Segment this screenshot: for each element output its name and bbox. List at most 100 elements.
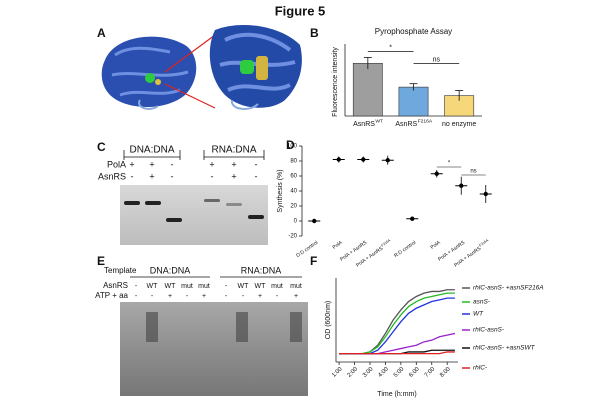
x-tick-label: 1:00	[331, 366, 344, 379]
lane-mark: -	[186, 293, 189, 300]
row-label: AsnRS	[98, 171, 126, 181]
x-tick-label: 6:00	[408, 366, 421, 379]
legend-label: rhlC-asnS- +asnSWT	[473, 345, 536, 352]
x-tick-label: 7:00	[424, 366, 437, 379]
lane-mark: mut	[198, 283, 210, 290]
y-tick-label: 20	[290, 204, 297, 210]
figure-title: Figure 5	[275, 3, 326, 18]
x-tick-label: AsnRS	[353, 121, 375, 128]
lane-mark: -	[211, 171, 214, 181]
x-axis-label: Time (h:mm)	[377, 391, 416, 398]
row-label: AsnRS	[103, 281, 128, 290]
y-tick-label: -20	[288, 234, 297, 240]
panel-label: C	[97, 140, 106, 154]
lane-mark: mut	[181, 283, 193, 290]
gel-bands	[146, 312, 302, 342]
y-axis-label: Fluorescence intensity	[332, 47, 339, 117]
mean-dot	[385, 158, 390, 163]
mean-dot	[434, 171, 439, 176]
chart-title: Pyrophosphate Assay	[375, 27, 452, 36]
mean-dot	[336, 157, 341, 162]
lane-mark: -	[151, 293, 154, 300]
lane-mark: +	[149, 159, 154, 169]
lane-mark: WT	[147, 283, 159, 290]
lane-mark: mut	[290, 283, 302, 290]
bar	[398, 86, 429, 117]
lane-mark: +	[202, 293, 206, 300]
row-label: Template	[104, 266, 137, 275]
x-tick-label: PolA	[332, 239, 345, 250]
x-tick-label: PolA	[430, 239, 443, 250]
lane-mark: +	[129, 159, 134, 169]
x-tick-label: 3:00	[362, 366, 375, 379]
gel-image	[120, 185, 268, 245]
gel-bands	[124, 199, 264, 222]
series-line	[339, 297, 455, 355]
x-tick-label: no enzyme	[442, 121, 476, 128]
lane-mark: -	[276, 293, 279, 300]
group-label: DNA:DNA	[150, 265, 191, 275]
group-label: RNA:DNA	[241, 265, 282, 275]
x-tick-label-superscript: F216A	[418, 118, 433, 124]
bar	[352, 62, 383, 117]
lane-mark: -	[225, 283, 228, 290]
legend-label: rhlC-asnS- +asnSF216A	[473, 285, 544, 292]
lane-mark: WT	[165, 283, 177, 290]
y-tick-label: 100	[287, 144, 298, 150]
x-tick-label-group: R:D control	[393, 240, 417, 259]
legend-label: WT	[473, 311, 484, 318]
group-label: RNA:DNA	[211, 145, 256, 156]
lane-mark: mut	[271, 283, 283, 290]
series-line	[339, 289, 455, 355]
lane-mark: +	[231, 159, 236, 169]
lane-mark: -	[131, 171, 134, 181]
lane-mark: +	[231, 171, 236, 181]
lane-mark: -	[135, 293, 138, 300]
legend-label: rhlC-	[473, 365, 488, 372]
x-tick-label: 8:00	[439, 366, 452, 379]
lane-mark: +	[209, 159, 214, 169]
mean-dot	[312, 218, 317, 224]
panel-label: F	[310, 254, 317, 268]
x-tick-label: R:D control	[393, 240, 417, 259]
lane-mark: -	[225, 293, 228, 300]
x-tick-label: 4:00	[377, 366, 390, 379]
lane-mark: -	[255, 159, 258, 169]
y-tick-label: 60	[290, 174, 297, 180]
x-tick-label-superscript: WT	[375, 118, 383, 124]
significance-label: ns	[470, 169, 476, 175]
lane-mark: +	[258, 293, 262, 300]
x-tick-label-superscript: F216A	[380, 238, 391, 248]
panel-label: A	[97, 26, 106, 40]
x-tick-label-group: AsnRS F216A	[395, 118, 432, 127]
y-tick-label: 80	[290, 159, 297, 165]
lane-mark: -	[242, 293, 245, 300]
x-tick-label-group: PolA	[332, 239, 345, 250]
group-label: DNA:DNA	[129, 145, 174, 156]
lane-mark: -	[171, 171, 174, 181]
row-label: ATP + aa	[95, 291, 128, 300]
x-tick-label-group: AsnRS WT	[353, 118, 383, 127]
protein-structure	[101, 25, 302, 110]
x-tick-label: 5:00	[393, 366, 406, 379]
series-line	[339, 351, 455, 355]
lane-mark: -	[255, 171, 258, 181]
row-label: PolA	[107, 159, 126, 169]
lane-mark: WT	[238, 283, 250, 290]
lane-mark: WT	[255, 283, 267, 290]
y-axis-label: OD (600nm)	[325, 301, 332, 340]
mean-dot	[483, 191, 488, 197]
y-tick-label: 40	[290, 189, 297, 195]
lane-mark: -	[135, 283, 138, 290]
x-tick-label-superscript: F216A	[478, 238, 489, 248]
lane-mark: +	[149, 171, 154, 181]
legend-label: rhlC-asnS-	[473, 327, 505, 334]
panel-label: D	[286, 138, 295, 152]
lane-mark: +	[294, 293, 298, 300]
mean-dot	[410, 216, 415, 221]
x-tick-label-group: no enzyme	[442, 121, 476, 128]
panel-label: B	[310, 26, 319, 40]
x-tick-label-group: PolA	[430, 239, 443, 250]
